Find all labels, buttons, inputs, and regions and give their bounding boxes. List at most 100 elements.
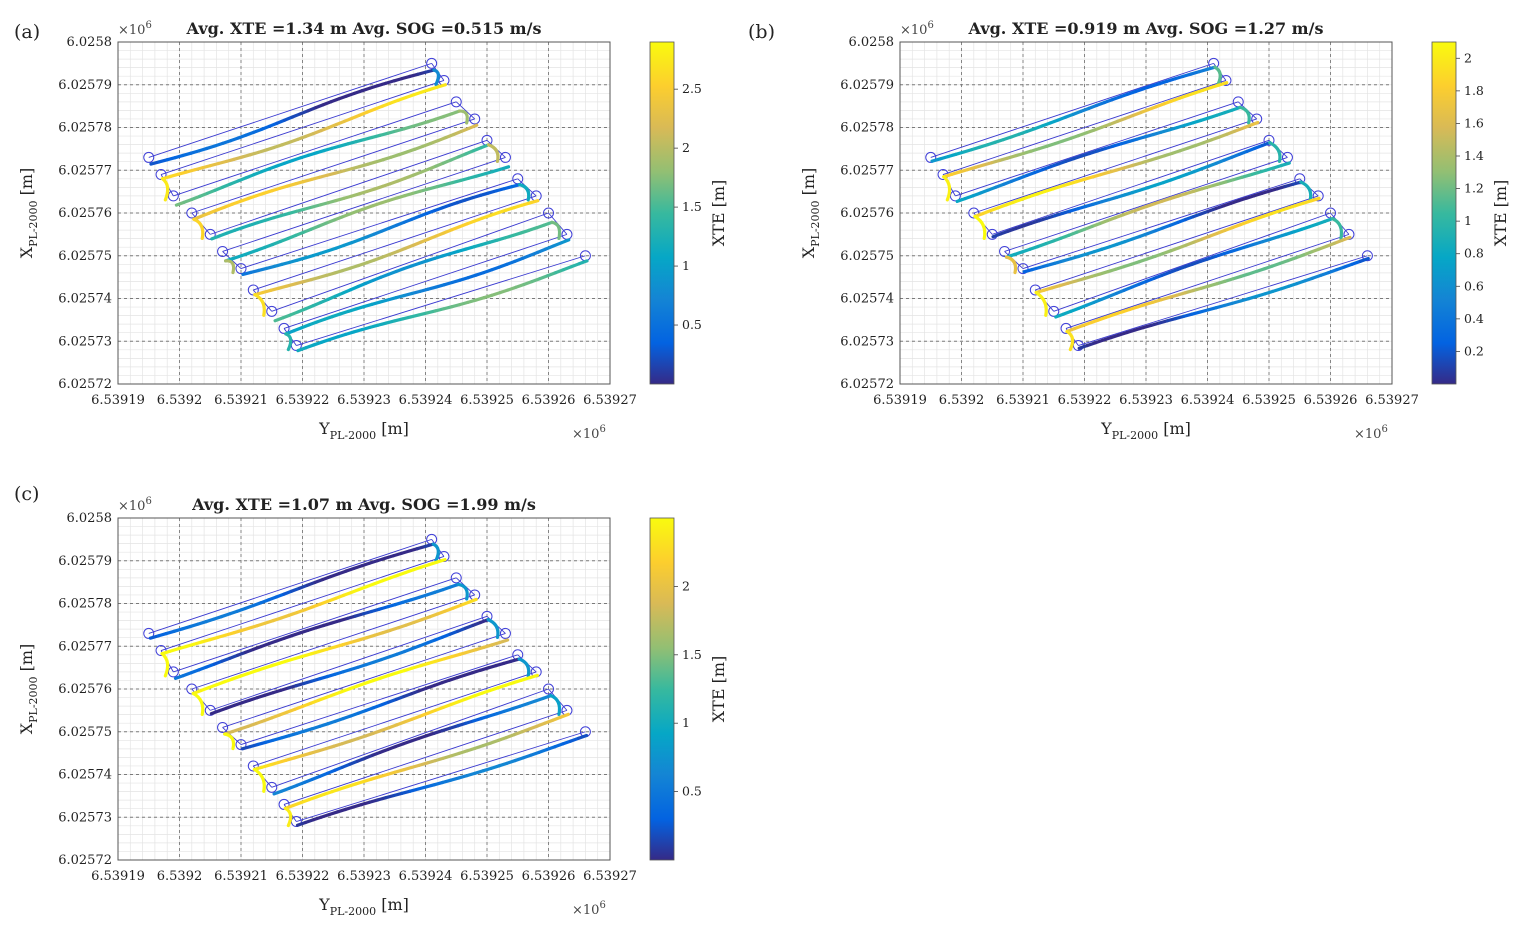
trajectory-turn: [192, 217, 205, 240]
route-segment: [253, 671, 537, 767]
planned-route: [148, 538, 586, 822]
y-exponent: ×106: [118, 496, 152, 514]
colorbar-tick-label: 0.5: [682, 784, 702, 799]
colorbar-tick-label: 0.5: [682, 317, 702, 332]
planned-route: [930, 62, 1368, 346]
colorbar-gradient: [649, 517, 675, 861]
y-tick-label: 6.02576: [58, 206, 112, 221]
route-segment: [222, 632, 506, 728]
x-tick-label: 6.53921: [996, 393, 1050, 408]
y-axis-label-unit: [m]: [17, 168, 36, 201]
y-tick-label: 6.02575: [840, 249, 894, 264]
colorbar-tick-label: 1.2: [1464, 181, 1484, 196]
x-tick-label: 6.53921: [214, 869, 268, 884]
y-tick-label: 6.02579: [840, 78, 894, 93]
y-tick-label: 6.02573: [840, 334, 894, 349]
trajectory-turn: [1299, 180, 1313, 202]
route-segment: [283, 709, 568, 805]
y-tick-label: 6.0258: [849, 35, 895, 50]
waypoint-marker: [247, 760, 259, 772]
trajectory-turn: [1268, 141, 1282, 164]
x-exponent: ×106: [1354, 424, 1388, 442]
y-tick-label: 6.0258: [67, 511, 113, 526]
trajectory-turn: [432, 68, 440, 87]
waypoint-marker: [469, 113, 481, 125]
x-axis-label: YPL-2000 [m]: [318, 895, 409, 918]
x-tick-label: 6.53924: [1181, 393, 1235, 408]
trajectory-turn: [223, 732, 236, 751]
route-segment: [210, 615, 488, 711]
x-tick-label: 6.53924: [399, 869, 453, 884]
panel-label: (c): [14, 483, 39, 505]
colorbar-tick-label: 0.6: [1464, 278, 1484, 293]
y-tick-label: 6.02579: [58, 554, 112, 569]
trajectory-turn: [518, 183, 531, 202]
colorbar: 0.2 0.4 0.6 0.8 1 1.2 1.4 1.6 1.8 2 XTE [m]: [1431, 41, 1510, 385]
y-tick-label: 6.02576: [840, 206, 894, 221]
y-tick-label: 6.02574: [58, 292, 112, 307]
x-axis-label-unit: [m]: [376, 895, 409, 914]
waypoint-marker: [949, 190, 961, 202]
waypoint-marker: [266, 781, 278, 793]
y-exponent-power: 6: [145, 20, 151, 31]
trajectory-turn: [253, 293, 266, 317]
trajectory-turn: [456, 582, 469, 601]
x-tick-label: 6.53927: [583, 393, 637, 408]
panel-label: (b): [748, 21, 775, 43]
trajectory-turn: [1065, 329, 1075, 352]
y-axis-label-main: X: [17, 246, 36, 258]
plot-frame: [899, 41, 1393, 385]
x-tick-label: 6.53926: [522, 869, 576, 884]
trajectory-turn: [283, 806, 293, 828]
y-tick-label: 6.02574: [840, 292, 894, 307]
trajectory-turn: [1330, 217, 1344, 240]
route-segment: [210, 139, 488, 235]
colorbar-tick-label: 2.5: [682, 81, 702, 96]
x-tick-label: 6.53925: [1242, 393, 1296, 408]
trajectory-turn: [1034, 290, 1048, 317]
colorbar-gradient: [1431, 41, 1457, 385]
vessel-trajectory: [930, 65, 1370, 352]
panel-label: (a): [14, 21, 40, 43]
route-segment: [283, 233, 568, 329]
trajectory-segment: [577, 259, 589, 266]
x-tick-label: 6.53926: [522, 393, 576, 408]
x-axis-label-main: Y: [1100, 419, 1112, 438]
waypoint-marker: [1017, 263, 1029, 275]
vessel-trajectory: [148, 542, 589, 828]
waypoint-marker: [1048, 305, 1060, 317]
major-grid: [117, 41, 611, 385]
trajectory-segment: [1358, 256, 1370, 263]
x-axis-label-main: Y: [318, 895, 330, 914]
y-axis-label: XPL-2000 [m]: [17, 644, 40, 735]
y-tick-label: 6.02572: [58, 377, 112, 392]
x-exponent-power: 6: [1381, 424, 1387, 435]
trajectory-turn: [486, 143, 500, 164]
y-tick-label: 6.0258: [67, 35, 113, 50]
x-exponent-power: 6: [599, 900, 605, 911]
route-segment: [173, 101, 457, 197]
route-segment: [160, 80, 445, 175]
panel-c: (c) 6.53919 6.5392 6.53921 6.53922 6.53923 6.5…: [14, 483, 728, 918]
trajectory-turn: [224, 259, 236, 275]
waypoint-marker: [1361, 250, 1373, 262]
waypoint-marker: [1312, 190, 1324, 202]
x-axis-label-unit: [m]: [376, 419, 409, 438]
waypoint-marker: [155, 645, 167, 657]
route-segment: [240, 654, 518, 746]
y-tick-label: 6.02578: [58, 597, 112, 612]
x-tick-label: 6.53922: [276, 393, 330, 408]
waypoint-marker: [543, 207, 554, 219]
chart-title: Avg. XTE =0.919 m Avg. SOG =1.27 m/s: [968, 19, 1324, 38]
y-axis-label-main: X: [799, 246, 818, 258]
route-segment: [455, 101, 476, 120]
y-tick-label: 6.02575: [58, 725, 112, 740]
x-tick-label: 6.53922: [276, 869, 330, 884]
y-tick-label: 6.02577: [840, 163, 894, 178]
x-tick-label: 6.53923: [337, 869, 391, 884]
colorbar-tick-label: 2: [682, 578, 690, 593]
y-axis-label-sub: PL-2000: [27, 676, 40, 722]
route-segment: [942, 80, 1227, 175]
x-exponent: ×106: [572, 900, 606, 918]
